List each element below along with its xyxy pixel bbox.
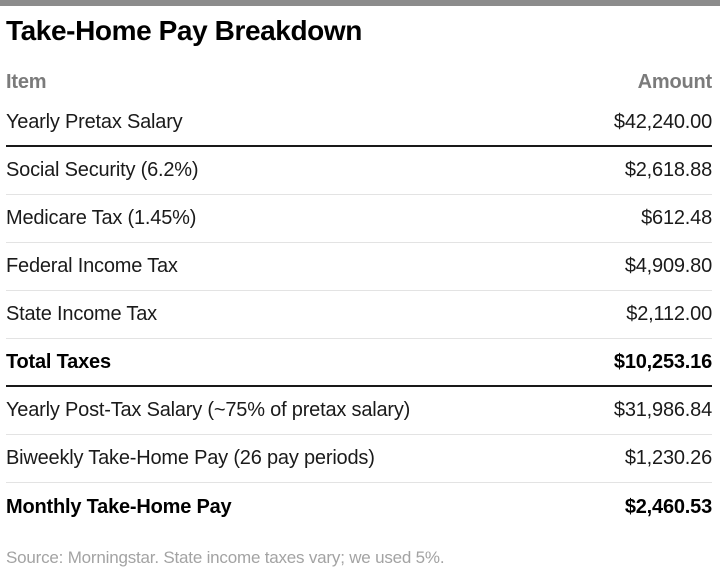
- table-row: Monthly Take-Home Pay $2,460.53: [6, 483, 712, 531]
- table-row: Yearly Post-Tax Salary (~75% of pretax s…: [6, 387, 712, 435]
- amount-cell: $1,230.26: [624, 447, 712, 469]
- amount-cell: $2,618.88: [624, 159, 712, 181]
- table-body: Yearly Pretax Salary $42,240.00 Social Sec…: [6, 99, 712, 531]
- amount-cell: $612.48: [641, 207, 712, 229]
- table-row: Biweekly Take-Home Pay (26 pay periods) $…: [6, 435, 712, 483]
- amount-cell: $31,986.84: [613, 399, 712, 421]
- item-cell: Monthly Take-Home Pay: [6, 495, 232, 518]
- table-row: Federal Income Tax $4,909.80: [6, 243, 712, 291]
- column-header-amount: Amount: [637, 71, 713, 93]
- page-title: Take-Home Pay Breakdown: [6, 15, 362, 46]
- amount-cell: $2,460.53: [624, 495, 712, 518]
- item-cell: State Income Tax: [6, 303, 157, 325]
- item-cell: Medicare Tax (1.45%): [6, 207, 197, 229]
- item-cell: Biweekly Take-Home Pay (26 pay periods): [6, 447, 375, 469]
- item-cell: Federal Income Tax: [6, 255, 178, 277]
- amount-cell: $2,112.00: [626, 303, 712, 325]
- item-cell: Total Taxes: [6, 350, 111, 373]
- table-row: Yearly Pretax Salary $42,240.00: [6, 99, 712, 147]
- column-header-item: Item: [6, 71, 47, 93]
- table-row: Medicare Tax (1.45%) $612.48: [6, 195, 712, 243]
- amount-cell: $42,240.00: [613, 110, 712, 133]
- table-row: Total Taxes $10,253.16: [6, 339, 712, 387]
- item-cell: Yearly Pretax Salary: [6, 110, 183, 133]
- amount-cell: $4,909.80: [624, 255, 712, 277]
- top-accent-bar: [0, 0, 720, 6]
- table-content: Take-Home Pay Breakdown Item Amount Year…: [0, 15, 720, 568]
- amount-cell: $10,253.16: [613, 350, 712, 373]
- item-cell: Social Security (6.2%): [6, 159, 199, 181]
- item-cell: Yearly Post-Tax Salary (~75% of pretax s…: [6, 399, 411, 421]
- table-row: Social Security (6.2%) $2,618.88: [6, 147, 712, 195]
- source-note: Source: Morningstar. State income taxes …: [6, 548, 445, 567]
- column-header-row: Item Amount: [6, 70, 712, 94]
- table-row: State Income Tax $2,112.00: [6, 291, 712, 339]
